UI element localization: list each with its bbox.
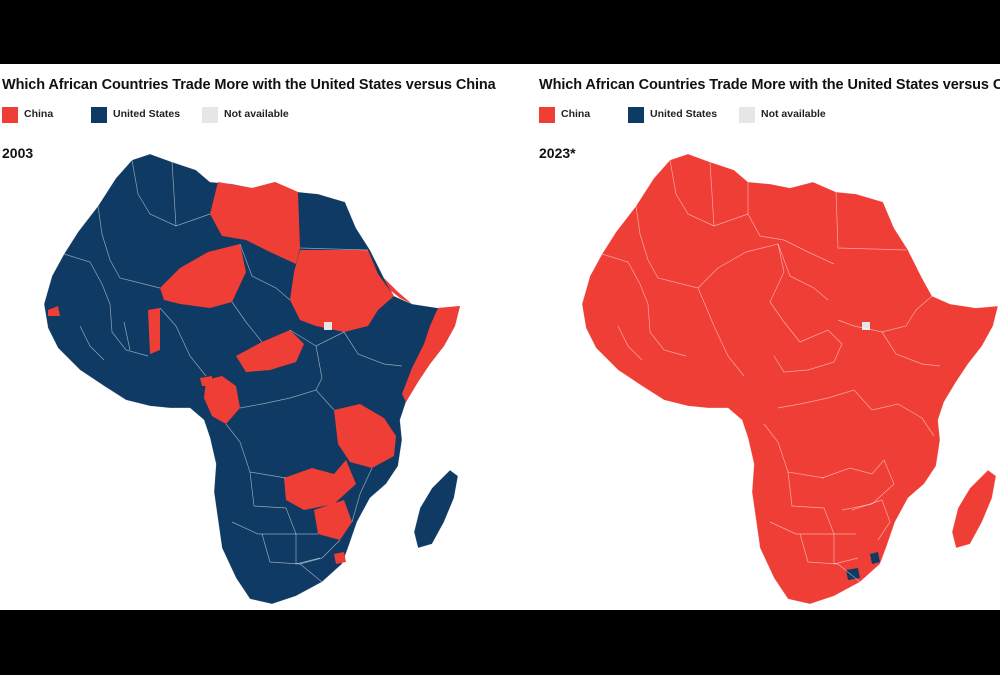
map-title: Which African Countries Trade More with … bbox=[539, 77, 1000, 93]
map-title: Which African Countries Trade More with … bbox=[2, 77, 496, 93]
map-panel-2003: Which African Countries Trade More with … bbox=[0, 64, 537, 610]
madagascar-outline bbox=[413, 469, 459, 549]
legend-label-not-available: Not available bbox=[761, 108, 826, 120]
legend-swatch-united-states bbox=[91, 107, 107, 123]
madagascar-outline bbox=[951, 469, 997, 549]
legend-swatch-china bbox=[2, 107, 18, 123]
legend-swatch-not-available bbox=[739, 107, 755, 123]
eswatini-region bbox=[870, 552, 880, 564]
zimbabwe-region bbox=[314, 500, 352, 540]
legend-swatch-china bbox=[539, 107, 555, 123]
map-year: 2003 bbox=[2, 145, 34, 161]
sudan-region bbox=[290, 250, 394, 332]
legend-label-china: China bbox=[24, 108, 54, 120]
legend-label-united-states: United States bbox=[650, 108, 718, 120]
africa-map-2003 bbox=[43, 153, 461, 605]
somalia-region bbox=[402, 306, 460, 402]
africa-landmass-2023 bbox=[581, 153, 999, 605]
not-available-regions-2003 bbox=[324, 322, 332, 330]
lesotho-region bbox=[846, 568, 860, 580]
benin-togo-region bbox=[148, 308, 160, 354]
gambia-region bbox=[48, 306, 60, 316]
map-panel-2023: Which African Countries Trade More with … bbox=[537, 64, 1000, 610]
south-sudan-not-available bbox=[324, 322, 332, 330]
map-year: 2023* bbox=[539, 145, 576, 161]
united-states-regions-2023 bbox=[846, 552, 880, 580]
country-borders-2003 bbox=[63, 159, 403, 583]
central-african-republic-region bbox=[236, 330, 304, 372]
legend-label-united-states: United States bbox=[113, 108, 181, 120]
legend-swatch-not-available bbox=[202, 107, 218, 123]
niger-region bbox=[160, 244, 246, 308]
zambia-region bbox=[284, 460, 356, 510]
tanzania-region bbox=[334, 404, 396, 468]
gabon-congo-region bbox=[204, 376, 240, 424]
legend-label-not-available: Not available bbox=[224, 108, 289, 120]
china-regions-2003 bbox=[48, 182, 460, 564]
swaziland-region bbox=[334, 552, 346, 564]
legend-swatch-united-states bbox=[628, 107, 644, 123]
libya-region bbox=[210, 182, 300, 264]
africa-outline bbox=[581, 153, 999, 605]
africa-map-2023 bbox=[581, 153, 999, 605]
equatorial-guinea-region bbox=[200, 376, 212, 386]
country-borders-2023 bbox=[601, 159, 941, 583]
legend-label-china: China bbox=[561, 108, 591, 120]
stage: Which African Countries Trade More with … bbox=[0, 64, 1000, 610]
